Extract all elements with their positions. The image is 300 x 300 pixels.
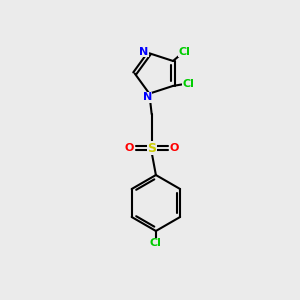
Text: O: O [124, 143, 134, 153]
Text: Cl: Cl [150, 238, 162, 248]
Text: Cl: Cl [178, 46, 190, 57]
Text: Cl: Cl [182, 80, 194, 89]
Text: N: N [140, 47, 149, 57]
Text: N: N [143, 92, 152, 102]
Text: O: O [170, 143, 179, 153]
Text: S: S [147, 142, 156, 154]
